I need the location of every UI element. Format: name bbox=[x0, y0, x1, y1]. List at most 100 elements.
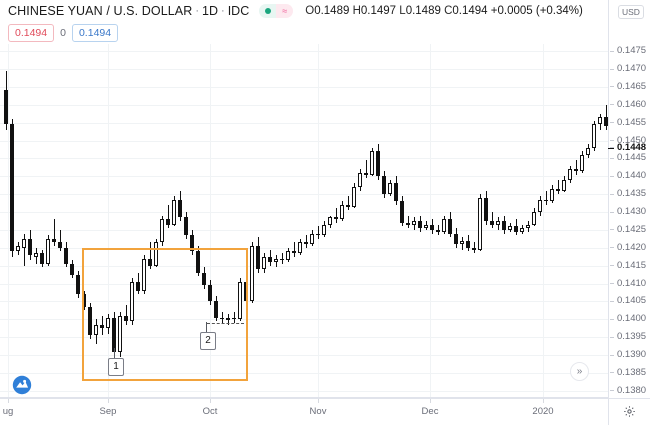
wave-icon[interactable]: ≈ bbox=[276, 4, 294, 18]
price-tick-label: 0.1455 bbox=[617, 116, 647, 128]
candle-body-up bbox=[442, 219, 446, 232]
gridline-horizontal bbox=[0, 105, 608, 106]
candle-body-up bbox=[106, 317, 110, 329]
candle-wick bbox=[408, 215, 409, 229]
candle-body-up bbox=[16, 246, 20, 252]
candle-body-down bbox=[112, 317, 116, 352]
scroll-to-realtime-button[interactable]: » bbox=[570, 362, 589, 381]
price-axis[interactable]: 0.1475 0.1470 0.1465 0.1460 0.1455 0.1450 0.14… bbox=[608, 0, 650, 398]
candle-wick bbox=[348, 195, 349, 211]
exchange-label[interactable]: IDC bbox=[227, 4, 250, 18]
price-tick: 0.1465 bbox=[609, 81, 650, 93]
symbol-title[interactable]: CHINESE YUAN / U.S. DOLLAR bbox=[8, 4, 193, 18]
ohlc-high-label: H bbox=[352, 5, 361, 17]
price-tick-label: 0.1415 bbox=[617, 259, 647, 271]
candle-body-down bbox=[64, 247, 68, 264]
candle-body-down bbox=[316, 233, 320, 236]
gridline-horizontal bbox=[0, 391, 608, 392]
candle-body-down bbox=[418, 221, 422, 229]
time-tick-label: Oct bbox=[202, 406, 218, 417]
time-tick-label: 2020 bbox=[532, 406, 554, 417]
candle-body-down bbox=[28, 238, 32, 255]
price-tick-label: 0.1430 bbox=[617, 206, 647, 218]
candle-body-down bbox=[292, 251, 296, 254]
candle-body-up bbox=[532, 212, 536, 225]
candle-body-down bbox=[346, 204, 350, 207]
price-tick-label: 0.1475 bbox=[617, 45, 647, 57]
candle-body-up bbox=[496, 221, 500, 225]
candle-wick bbox=[606, 104, 607, 130]
price-tick: 0.1435 bbox=[609, 188, 650, 200]
candle-body-down bbox=[376, 151, 380, 177]
gridline-horizontal bbox=[0, 141, 608, 142]
price-tick: 0.1475 bbox=[609, 45, 650, 57]
tradingview-logo-icon[interactable] bbox=[12, 375, 32, 395]
indicator-badge-mid: 0 bbox=[60, 27, 66, 39]
candle-body-down bbox=[430, 224, 434, 230]
support-dashed-line[interactable] bbox=[207, 323, 244, 324]
candle-body-up bbox=[568, 169, 572, 180]
price-tick: 0.1410 bbox=[609, 278, 650, 290]
gridline-vertical bbox=[108, 44, 109, 398]
currency-unit-chip[interactable]: USD bbox=[618, 5, 644, 19]
candle-wick bbox=[318, 226, 319, 239]
candle-body-up bbox=[274, 258, 278, 263]
candle-wick bbox=[546, 190, 547, 205]
price-tick-label: 0.1390 bbox=[617, 349, 647, 361]
candle-body-down bbox=[40, 253, 44, 264]
candle-wick bbox=[126, 305, 127, 325]
status-dot-icon[interactable] bbox=[259, 4, 277, 18]
point-marker-1[interactable]: 1 bbox=[108, 358, 124, 376]
candle-body-up bbox=[154, 242, 158, 266]
candle-body-down bbox=[406, 222, 410, 225]
price-tick-label: 0.1425 bbox=[617, 223, 647, 235]
candle-body-down bbox=[574, 169, 578, 171]
candle-body-down bbox=[52, 238, 56, 243]
time-tick-label: Dec bbox=[421, 406, 439, 417]
candle-body-up bbox=[562, 179, 566, 191]
price-tick: 0.1440 bbox=[609, 170, 650, 182]
candle-body-up bbox=[118, 315, 122, 352]
candle-body-down bbox=[268, 256, 272, 263]
series-style-toggle[interactable]: ≈ bbox=[259, 4, 294, 18]
indicator-badge-right[interactable]: 0.1494 bbox=[71, 24, 119, 42]
candle-body-down bbox=[10, 124, 14, 252]
candle-body-up bbox=[580, 154, 584, 171]
candle-body-down bbox=[544, 199, 548, 202]
candle-body-down bbox=[100, 324, 104, 329]
candle-body-down bbox=[178, 199, 182, 218]
candle-body-up bbox=[322, 224, 326, 236]
candle-body-down bbox=[184, 217, 188, 236]
gridline-horizontal bbox=[0, 87, 608, 88]
price-tick: 0.1460 bbox=[609, 99, 650, 111]
candle-wick bbox=[336, 208, 337, 223]
current-price-label: 0.1448 bbox=[617, 141, 647, 153]
price-tick-label: 0.1420 bbox=[617, 241, 647, 253]
candle-wick bbox=[438, 224, 439, 236]
current-price-tick: 0.1448 bbox=[609, 142, 650, 154]
price-tick: 0.1470 bbox=[609, 63, 650, 75]
rectangle-drawing[interactable] bbox=[82, 248, 248, 381]
candle-body-up bbox=[34, 253, 38, 257]
time-tickmark bbox=[210, 399, 211, 403]
gridline-horizontal bbox=[0, 51, 608, 52]
candle-body-down bbox=[466, 240, 470, 248]
indicator-badge-left[interactable]: 0.1494 bbox=[8, 24, 55, 42]
time-tick-label: ug bbox=[2, 406, 14, 417]
candle-body-up bbox=[352, 187, 356, 207]
point-marker-2[interactable]: 2 bbox=[200, 332, 216, 350]
interval-label[interactable]: 1D bbox=[202, 4, 219, 18]
price-tick: 0.1450 bbox=[609, 135, 650, 147]
price-tick-label: 0.1470 bbox=[617, 63, 647, 75]
time-tickmark bbox=[543, 399, 544, 403]
price-tick-label: 0.1450 bbox=[617, 134, 647, 146]
price-tick-label: 0.1440 bbox=[617, 170, 647, 182]
gear-icon[interactable] bbox=[621, 403, 637, 419]
time-axis[interactable]: ug Sep Oct Nov Dec 2020 bbox=[0, 398, 650, 425]
time-tick-label: Sep bbox=[99, 406, 117, 417]
candle-body-up bbox=[142, 258, 146, 291]
gridline-horizontal bbox=[0, 176, 608, 177]
plot-bottom-border bbox=[0, 397, 608, 398]
price-tick-label: 0.1380 bbox=[617, 384, 647, 396]
